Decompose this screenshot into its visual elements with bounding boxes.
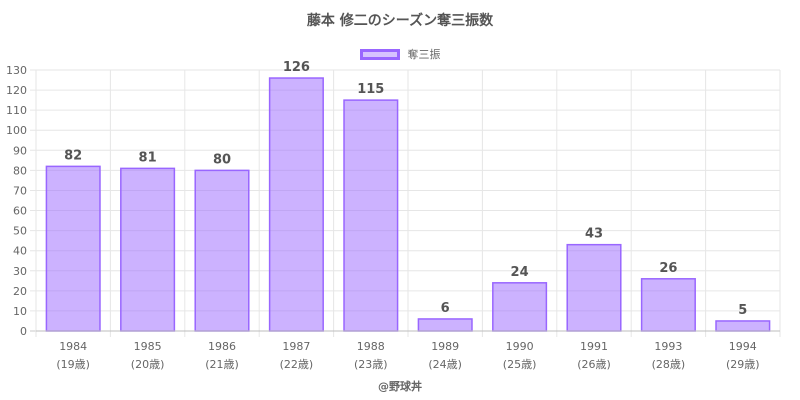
legend[interactable]: 奪三振 <box>0 46 800 62</box>
bar <box>566 243 622 332</box>
x-tick-sublabel: (23歳) <box>354 358 388 371</box>
x-tick-label: 1991 <box>580 340 608 353</box>
y-tick-label: 40 <box>13 245 27 258</box>
bar <box>45 165 101 332</box>
bar <box>268 77 324 332</box>
bar <box>120 167 176 332</box>
data-label: 80 <box>213 152 231 167</box>
chart-title: 藤本 修二のシーズン奪三振数 <box>306 13 494 29</box>
x-tick-sublabel: (21歳) <box>205 358 239 371</box>
x-tick-sublabel: (20歳) <box>131 358 165 371</box>
y-tick-label: 130 <box>6 64 27 77</box>
y-tick-label: 20 <box>13 285 27 298</box>
y-tick-label: 90 <box>13 144 27 157</box>
x-tick-sublabel: (22歳) <box>280 358 314 371</box>
y-tick-label: 0 <box>20 325 27 338</box>
y-tick-label: 10 <box>13 305 27 318</box>
data-label: 82 <box>64 148 82 163</box>
y-tick-label: 50 <box>13 225 27 238</box>
y-tick-label: 110 <box>6 104 27 117</box>
x-tick-sublabel: (25歳) <box>503 358 537 371</box>
data-label: 6 <box>441 301 450 316</box>
x-tick-sublabel: (26歳) <box>577 358 611 371</box>
x-tick-label: 1985 <box>134 340 162 353</box>
bar <box>343 99 399 332</box>
x-tick-label: 1987 <box>282 340 310 353</box>
legend-label: 奪三振 <box>407 48 441 61</box>
x-tick-label: 1990 <box>506 340 534 353</box>
y-tick-label: 100 <box>6 124 27 137</box>
credit-label: @野球丼 <box>378 380 422 393</box>
x-tick-sublabel: (19歳) <box>56 358 90 371</box>
x-tick-label: 1986 <box>208 340 236 353</box>
x-tick-sublabel: (28歳) <box>652 358 686 371</box>
y-tick-label: 60 <box>13 205 27 218</box>
bar <box>640 278 696 332</box>
y-tick-label: 30 <box>13 265 27 278</box>
data-label: 126 <box>283 60 310 75</box>
y-tick-label: 70 <box>13 184 27 197</box>
y-tick-label: 80 <box>13 164 27 177</box>
x-tick-sublabel: (29歳) <box>726 358 760 371</box>
legend-swatch <box>359 48 400 60</box>
data-label: 43 <box>585 227 603 242</box>
data-label: 115 <box>357 82 384 97</box>
x-tick-label: 1984 <box>59 340 87 353</box>
data-label: 81 <box>139 150 157 165</box>
x-tick-label: 1988 <box>357 340 385 353</box>
x-tick-label: 1989 <box>431 340 459 353</box>
data-label: 24 <box>511 265 529 280</box>
x-tick-sublabel: (24歳) <box>428 358 462 371</box>
bar <box>417 318 473 332</box>
x-tick-label: 1994 <box>729 340 757 353</box>
data-label: 26 <box>659 261 677 276</box>
bar <box>492 282 548 332</box>
bar <box>715 320 771 332</box>
data-label: 5 <box>738 303 747 318</box>
bar <box>194 169 250 332</box>
x-tick-label: 1993 <box>654 340 682 353</box>
y-tick-label: 120 <box>6 84 27 97</box>
